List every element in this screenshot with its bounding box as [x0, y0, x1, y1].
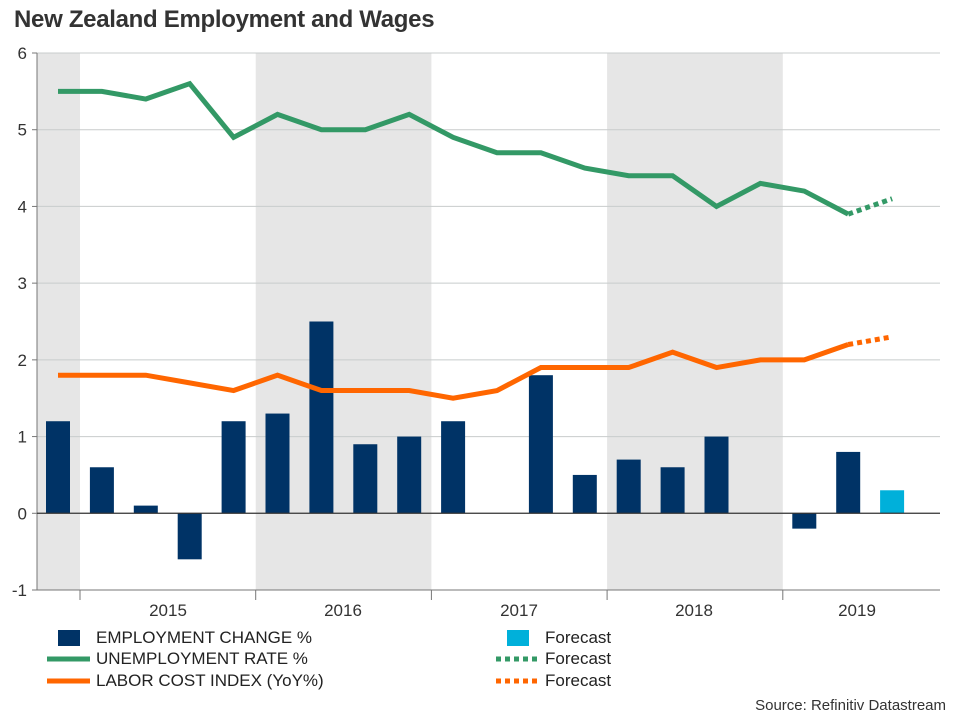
- employment-bar: [221, 421, 246, 514]
- employment-bar: [704, 436, 729, 514]
- legend-label-unemployment-forecast: Forecast: [545, 649, 612, 668]
- employment-bar: [89, 467, 114, 514]
- y-tick-label: 5: [18, 121, 27, 140]
- labor-cost-forecast-line: [847, 334, 893, 347]
- legend-label-labor-cost-forecast: Forecast: [545, 671, 612, 690]
- labor-cost-line: [58, 342, 850, 401]
- x-tick-label: 2015: [149, 601, 187, 620]
- y-tick-label: 3: [18, 274, 27, 293]
- legend-label-employment-forecast: Forecast: [545, 628, 612, 647]
- chart-title: New Zealand Employment and Wages: [14, 6, 435, 33]
- legend-label-unemployment: UNEMPLOYMENT RATE %: [96, 649, 308, 668]
- employment-bar: [177, 513, 202, 560]
- legend-label-employment: EMPLOYMENT CHANGE %: [96, 628, 313, 647]
- y-tick-label: -1: [12, 581, 27, 600]
- unemployment-line: [58, 80, 850, 217]
- x-tick-label: 2017: [500, 601, 538, 620]
- legend-label-labor-cost: LABOR COST INDEX (YoY%): [96, 671, 324, 690]
- employment-bar: [133, 505, 158, 514]
- employment-bar: [836, 451, 861, 514]
- employment-bar: [397, 436, 422, 514]
- unemployment-forecast-line: [847, 196, 893, 217]
- employment-forecast-bar: [880, 490, 905, 514]
- employment-bar: [528, 375, 553, 514]
- source-note: Source: Refinitiv Datastream: [755, 697, 946, 714]
- y-tick-label: 2: [18, 351, 27, 370]
- y-tick-label: 0: [18, 504, 27, 523]
- x-tick-label: 2019: [838, 601, 876, 620]
- employment-bar: [353, 444, 378, 514]
- employment-bar: [792, 513, 817, 529]
- employment-bar: [309, 321, 334, 514]
- legend-swatch-employment-forecast: [507, 630, 529, 646]
- employment-bar: [265, 413, 290, 514]
- employment-bar: [660, 467, 685, 514]
- employment-bar: [616, 459, 641, 514]
- employment-bar: [46, 421, 70, 514]
- employment-bar: [441, 421, 466, 514]
- x-tick-label: 2016: [324, 601, 362, 620]
- employment-bar: [572, 474, 597, 514]
- x-tick-label: 2018: [675, 601, 713, 620]
- y-tick-label: 4: [18, 197, 27, 216]
- y-tick-label: 1: [18, 428, 27, 447]
- legend-swatch-employment: [58, 630, 80, 646]
- y-tick-label: 6: [18, 44, 27, 63]
